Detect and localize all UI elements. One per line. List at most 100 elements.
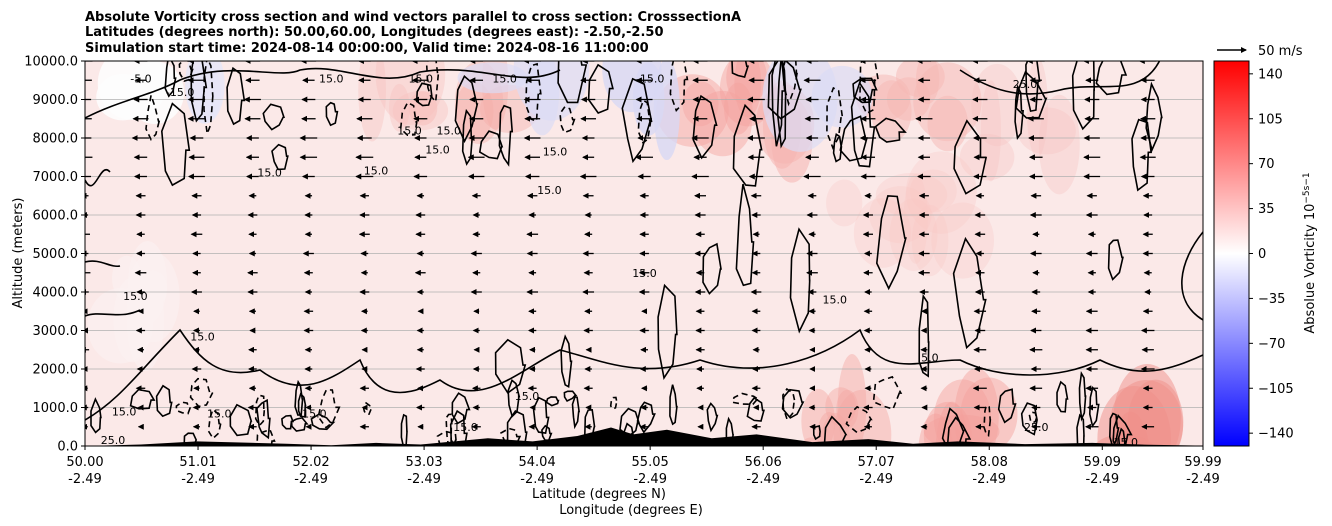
contour-lines — [85, 61, 1203, 446]
positive-contour-line — [832, 132, 843, 163]
y-tick-label: 8000.0 — [33, 132, 79, 147]
vorticity-shade-patch — [525, 61, 560, 136]
positive-contour-line — [941, 407, 965, 446]
y-tick-label: 10000.0 — [24, 55, 78, 70]
vorticity-shade-patch — [826, 179, 863, 227]
positive-contour-line — [294, 379, 304, 416]
negative-contour-line — [983, 404, 992, 437]
vorticity-shade-patch — [726, 61, 768, 105]
terrain-silhouette — [85, 427, 1203, 446]
positive-contour-line — [226, 66, 246, 126]
x-tick-label-latitude: 52.02 — [292, 455, 329, 470]
x-tick-label-latitude: 55.05 — [632, 455, 669, 470]
positive-contour-line — [400, 413, 408, 446]
x-tick-label-longitude: -2.49 — [972, 472, 1006, 487]
contour-label: 25.0 — [1013, 78, 1038, 91]
vorticity-shade-patch — [911, 204, 949, 277]
positive-contour-line — [85, 168, 1203, 321]
colorbar-tick-label: −35 — [1258, 292, 1285, 307]
x-tick-label-latitude: 50.00 — [66, 455, 103, 470]
positive-contour-line — [839, 115, 868, 162]
y-tick-label: 7000.0 — [33, 170, 79, 185]
negative-contour-line — [872, 375, 903, 411]
vorticity-shade-patch — [1127, 379, 1184, 446]
positive-contour-line — [875, 195, 907, 291]
y-tick-label: 9000.0 — [33, 93, 79, 108]
vorticity-shade-patch — [941, 426, 963, 446]
positive-contour-line — [271, 143, 289, 171]
colorbar-tick-label: −105 — [1258, 382, 1294, 397]
vorticity-shade-patch — [734, 61, 762, 118]
negative-contour-line — [609, 396, 619, 411]
vorticity-shade-patch — [1026, 61, 1048, 158]
x-axis-ticks: 50.00 -2.49 51.01 -2.49 52.02 -2.49 53.03 -2.49… — [66, 446, 1222, 487]
contour-label: 15.0 — [302, 407, 327, 420]
contour-label: 15.0 — [123, 290, 148, 303]
positive-contour-line — [735, 183, 755, 287]
negative-contour-line — [175, 401, 192, 415]
contour-label: 15.0 — [537, 184, 562, 197]
positive-contour-line — [85, 328, 1203, 421]
positive-contour-line — [1095, 61, 1128, 96]
positive-contour-line — [776, 61, 787, 149]
y-tick-label: 5000.0 — [33, 247, 79, 262]
positive-contour-line — [619, 407, 641, 438]
contour-label: 15.0 — [632, 267, 657, 280]
vorticity-shade-patch — [185, 61, 225, 124]
vorticity-shade-patch — [875, 172, 948, 217]
negative-contour-line — [445, 413, 453, 446]
vorticity-shade-patch — [801, 388, 835, 446]
contour-label: 5.0 — [921, 351, 939, 364]
x-tick-label-longitude: -2.49 — [746, 472, 780, 487]
positive-contour-line — [90, 397, 102, 434]
colorbar-tick-label: 140 — [1258, 67, 1283, 82]
vorticity-shade-patch — [693, 90, 752, 157]
negative-contour-line — [783, 61, 798, 107]
negative-contour-line — [731, 392, 762, 406]
title-line-2: Latitudes (degrees north): 50.00,60.00, … — [85, 25, 664, 40]
vorticity-shade-patch — [959, 133, 1015, 181]
positive-contour-line — [812, 425, 821, 441]
colorbar-gradient — [1213, 60, 1250, 447]
y-tick-label: 1000.0 — [33, 401, 79, 416]
x-tick-label-latitude: 57.07 — [858, 455, 895, 470]
y-tick-label: 2000.0 — [33, 363, 79, 378]
positive-contour-line — [557, 61, 588, 104]
vorticity-shade-patch — [980, 80, 1001, 182]
positive-contour-line — [789, 227, 811, 334]
negative-contour-line — [207, 408, 222, 440]
quiver-key: 50 m/s — [1217, 44, 1303, 59]
title-line-1: Absolute Vorticity cross section and win… — [85, 10, 741, 25]
contour-label: 15.0 — [515, 390, 540, 403]
x-tick-label-longitude: -2.49 — [1186, 472, 1220, 487]
positive-contour-line — [545, 396, 560, 407]
positive-contour-line — [494, 338, 527, 395]
contour-label: 15.0 — [1114, 436, 1139, 449]
positive-contour-line — [1112, 414, 1133, 446]
x-tick-label-longitude: -2.49 — [1085, 472, 1119, 487]
positive-contour-line — [129, 388, 156, 410]
x-axis-label-longitude: Longitude (degrees E) — [559, 503, 703, 518]
vorticity-shade-patch — [723, 82, 753, 135]
x-tick-label-latitude: 58.08 — [971, 455, 1008, 470]
vorticity-shade-patch — [836, 389, 859, 429]
colorbar-label: Absolue Vorticity 10−5s−1 — [1302, 172, 1318, 333]
vorticity-shade-patch — [913, 62, 982, 142]
negative-contour-line — [317, 388, 341, 429]
vorticity-shade-patch — [825, 387, 857, 426]
vorticity-shade-patch — [457, 62, 528, 94]
positive-contour-line — [164, 61, 177, 98]
negative-contour-line — [1028, 411, 1038, 424]
positive-contour-line — [454, 75, 479, 144]
plot-area: -5.0-15.015.0 15.0 15.0 -15.0 25.015.0 15.015… — [85, 61, 1203, 449]
x-tick-label-latitude: 54.04 — [519, 455, 556, 470]
contour-label: -15.0 — [166, 86, 194, 99]
negative-contour-line — [559, 105, 576, 134]
y-tick-label: 6000.0 — [33, 209, 79, 224]
vorticity-shade-patch — [653, 61, 680, 161]
positive-contour-line — [952, 236, 987, 350]
positive-contour-line — [507, 378, 521, 418]
colorbar-ticks: 140 105 70 35 0 −35 −70 −105 −140 — [1249, 67, 1294, 442]
positive-contour-line — [731, 61, 750, 78]
